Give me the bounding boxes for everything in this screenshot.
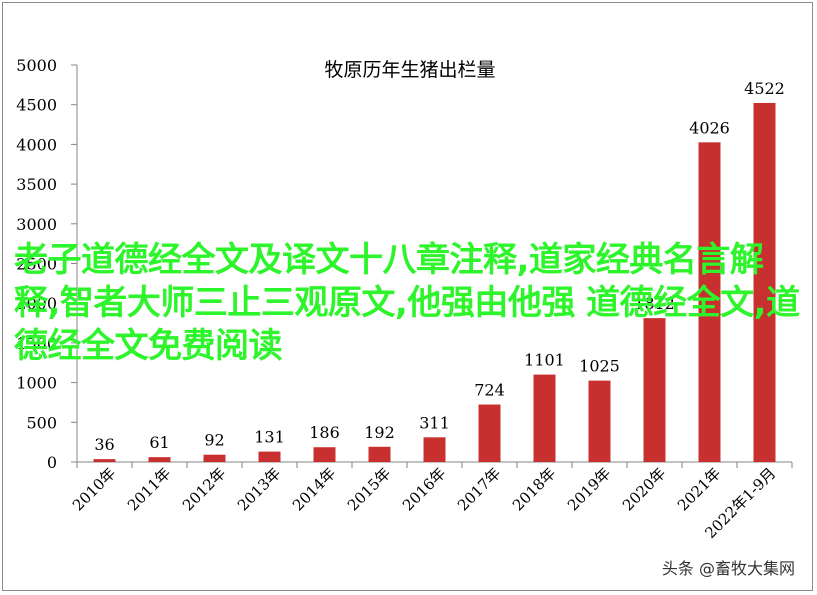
- data-label: 61: [149, 433, 169, 452]
- x-tick-label: 2011年: [124, 464, 174, 514]
- x-axis: 2010年 2011年 2012年 2013年 2014年 2015年 2016年 2017年…: [69, 461, 793, 542]
- bar: [313, 447, 336, 462]
- data-label: 1812: [634, 294, 675, 313]
- bar: [478, 404, 501, 462]
- x-tick-label: 2021年: [674, 464, 724, 514]
- data-label: 311: [419, 413, 450, 432]
- bar: [423, 437, 446, 462]
- x-tick-label: 2014年: [289, 464, 339, 514]
- data-label: 186: [309, 423, 340, 442]
- bar: [148, 457, 171, 462]
- x-tick-label: 2020年: [619, 464, 669, 514]
- watermark: 头条 @畜牧大集网: [662, 555, 795, 579]
- y-tick-label: 0: [47, 453, 57, 472]
- x-tick-label: 2019年: [564, 464, 614, 514]
- data-label: 192: [364, 423, 395, 442]
- bar: [643, 318, 666, 462]
- y-tick-label: 3000: [16, 215, 57, 234]
- x-tick-label: 2010年: [69, 464, 119, 514]
- overlay-headline-text: 老子道德经全文及译文十八章注释,道家经典名言解释,智者大师三止三观原文,他强由他…: [14, 240, 800, 366]
- y-tick-label: 1500: [16, 334, 57, 353]
- y-axis: 0 500 1000 1500 2000 2500 3000 3500 4000 4500 5000: [16, 56, 78, 472]
- bar: [753, 102, 776, 463]
- x-tick-label: 2016年: [399, 464, 449, 514]
- data-label: 4026: [689, 118, 730, 137]
- x-tick-label: 2013年: [234, 464, 284, 514]
- data-label: 724: [474, 381, 505, 400]
- data-label: 4522: [744, 79, 785, 98]
- chart-title: 牧原历年生猪出栏量: [324, 59, 495, 81]
- y-tick-label: 5000: [16, 56, 57, 75]
- data-label: 1101: [524, 351, 565, 370]
- x-tick-label: 2018年: [509, 464, 559, 514]
- y-tick-label: 2500: [16, 255, 57, 274]
- y-tick-label: 4000: [16, 135, 57, 154]
- y-tick-label: 2000: [16, 294, 57, 313]
- y-tick-label: 3500: [16, 175, 57, 194]
- bar: [93, 459, 116, 462]
- bar: [588, 380, 611, 462]
- y-tick-label: 1000: [16, 374, 57, 393]
- bar: [368, 446, 391, 462]
- data-label: 92: [204, 431, 224, 450]
- data-label: 1025: [579, 357, 620, 376]
- data-label: 36: [94, 435, 114, 454]
- bar: [698, 142, 721, 462]
- x-tick-label: 2015年: [344, 464, 394, 514]
- bar: [258, 451, 281, 462]
- bar: [203, 454, 226, 462]
- y-tick-label: 4500: [16, 96, 57, 115]
- data-label: 131: [254, 428, 285, 447]
- bar: [533, 374, 556, 462]
- x-tick-label: 2012年: [179, 464, 229, 514]
- watermark-text: 头条 @畜牧大集网: [661, 559, 795, 578]
- x-tick-label: 2017年: [454, 464, 504, 514]
- y-tick-label: 500: [26, 413, 57, 432]
- bars: [93, 102, 776, 463]
- data-labels: 36 61 92 131 186 192 311 724 1101 1025 1812 4026 452…: [94, 79, 785, 454]
